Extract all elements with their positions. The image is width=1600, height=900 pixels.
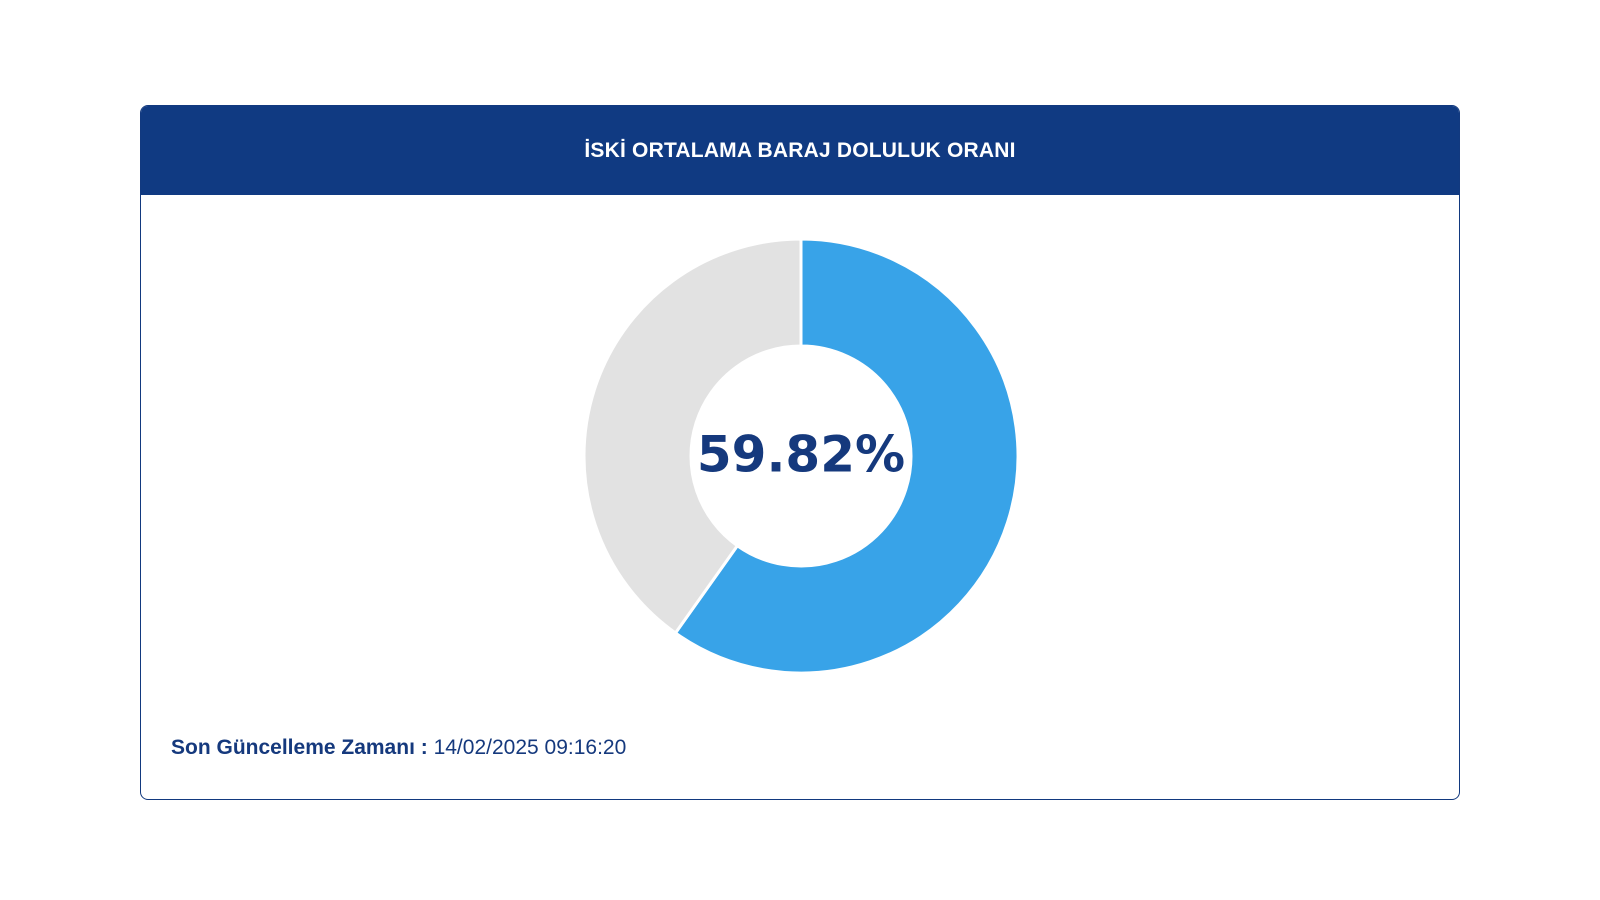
last-update: Son Güncelleme Zamanı : 14/02/2025 09:16… <box>171 736 626 760</box>
empty-slice <box>582 237 803 636</box>
donut-chart-svg: 59.82% <box>582 237 1020 675</box>
card-title: İSKİ ORTALAMA BARAJ DOLULUK ORANI <box>584 138 1016 162</box>
last-update-value: 14/02/2025 09:16:20 <box>433 736 627 759</box>
donut-chart: 59.82% <box>571 226 1031 686</box>
last-update-label: Son Güncelleme Zamanı : <box>171 736 428 759</box>
card-header: İSKİ ORTALAMA BARAJ DOLULUK ORANI <box>141 106 1459 195</box>
center-percentage: 59.82% <box>697 426 905 484</box>
dam-occupancy-card: İSKİ ORTALAMA BARAJ DOLULUK ORANI 59.82%… <box>140 105 1460 800</box>
filled-slice <box>673 237 1020 675</box>
